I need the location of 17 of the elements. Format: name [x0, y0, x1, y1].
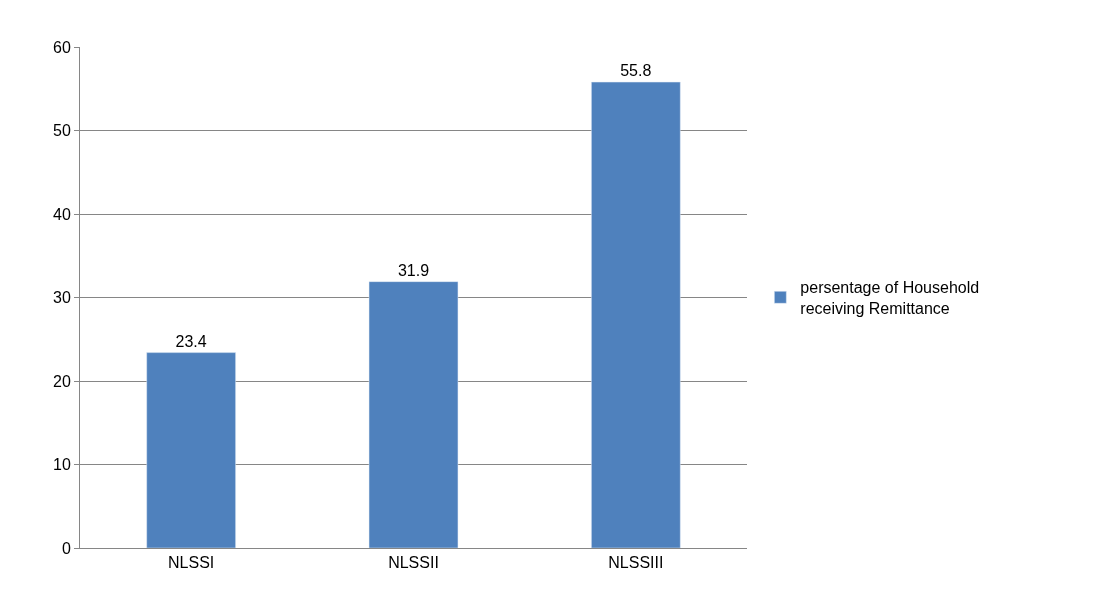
x-tick-label: NLSSII: [388, 554, 439, 572]
y-tick-label: 20: [53, 372, 71, 390]
bar: [368, 281, 459, 548]
x-tick-label: NLSSIII: [608, 554, 664, 572]
legend-label: persentage of Household receiving Remittance: [800, 279, 980, 317]
y-tick-label: 30: [53, 289, 71, 307]
y-tick-label: 40: [53, 205, 71, 223]
x-tick-label: NLSSI: [168, 554, 215, 572]
data-label: 55.8: [620, 62, 652, 80]
y-tick-label: 60: [53, 38, 71, 56]
y-tick-label: 0: [61, 539, 71, 557]
y-tick-label: 10: [53, 456, 71, 474]
y-tick-label: 50: [53, 122, 71, 140]
bar: [146, 352, 236, 548]
bar: [591, 81, 681, 548]
data-label: 23.4: [175, 332, 207, 350]
data-label: 31.9: [397, 261, 430, 279]
